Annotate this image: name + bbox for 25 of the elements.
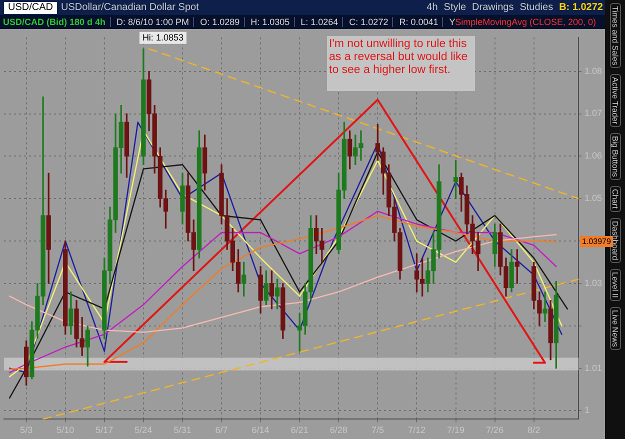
- text: C: 1.0272: [349, 17, 394, 27]
- text: Dashboard: [610, 218, 620, 264]
- text: R: 0.0041: [399, 17, 444, 27]
- text: Active Trader: [610, 74, 620, 128]
- annotation: Hi: 1.0853: [142, 32, 184, 42]
- text: O: 1.0289: [200, 17, 245, 27]
- chart-title: USD/CAD: [4, 2, 58, 14]
- chart-subtitle: USDollar/Canadian Dollar Spot: [61, 2, 199, 13]
- text: Studies: [520, 2, 554, 13]
- text: Times and Sales: [610, 3, 620, 68]
- text: Big Buttons: [610, 133, 620, 180]
- text: 4h: [426, 2, 438, 13]
- text: USD/CAD (Bid) 180 d 4h: [3, 17, 111, 27]
- text: D: 8/6/10 1:00 PM: [116, 17, 194, 27]
- text: H: 1.0305: [250, 17, 295, 27]
- text: Drawings: [472, 2, 514, 13]
- text: Level II: [610, 269, 620, 301]
- text: Live News: [610, 306, 620, 350]
- text: 1.03979: [580, 236, 613, 248]
- text: SimpleMovingAvg (CLOSE, 200, 0): [455, 15, 600, 29]
- annotation: I'm not unwilling to rule this as a reversal but would like to see a higher low first.: [327, 36, 475, 91]
- text: B: 1.0272: [559, 2, 603, 13]
- text: Style: [444, 2, 466, 13]
- text: Chart: [610, 186, 620, 212]
- text: L: 1.0264: [300, 17, 344, 27]
